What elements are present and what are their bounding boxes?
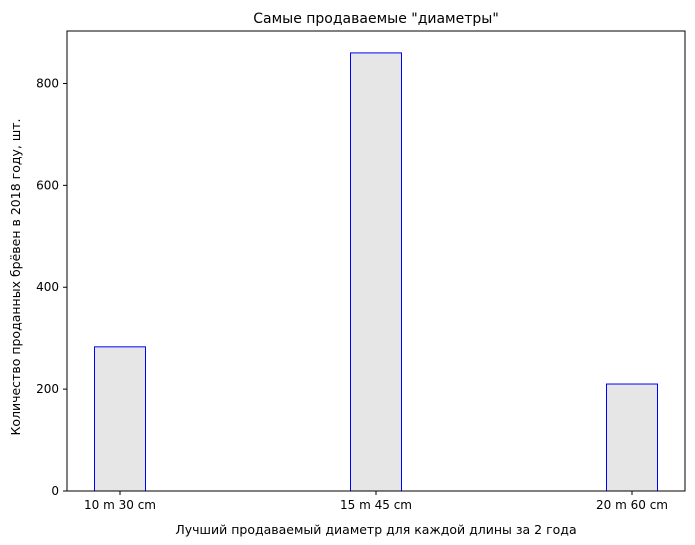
y-tick-label: 600 (36, 178, 59, 192)
x-tick-label: 20 m 60 cm (596, 498, 668, 512)
plot-area (66, 30, 686, 492)
y-tick-label: 0 (51, 484, 59, 498)
x-tick-label: 10 m 30 cm (84, 498, 156, 512)
y-tick-label: 200 (36, 382, 59, 396)
x-tick-label: 15 m 45 cm (340, 498, 412, 512)
x-axis-label: Лучший продаваемый диаметр для каждой дл… (175, 522, 576, 537)
y-axis: 0 200 400 600 800 (36, 76, 67, 498)
bar (606, 383, 658, 492)
bar (350, 52, 402, 492)
y-tick-label: 400 (36, 280, 59, 294)
chart-title: Самые продаваемые "диаметры" (253, 11, 499, 27)
bar (94, 346, 146, 492)
x-axis: 10 m 30 cm 15 m 45 cm 20 m 60 cm (84, 491, 668, 512)
y-axis-label: Количество проданных брёвен в 2018 году,… (8, 118, 23, 435)
y-tick-label: 800 (36, 76, 59, 90)
